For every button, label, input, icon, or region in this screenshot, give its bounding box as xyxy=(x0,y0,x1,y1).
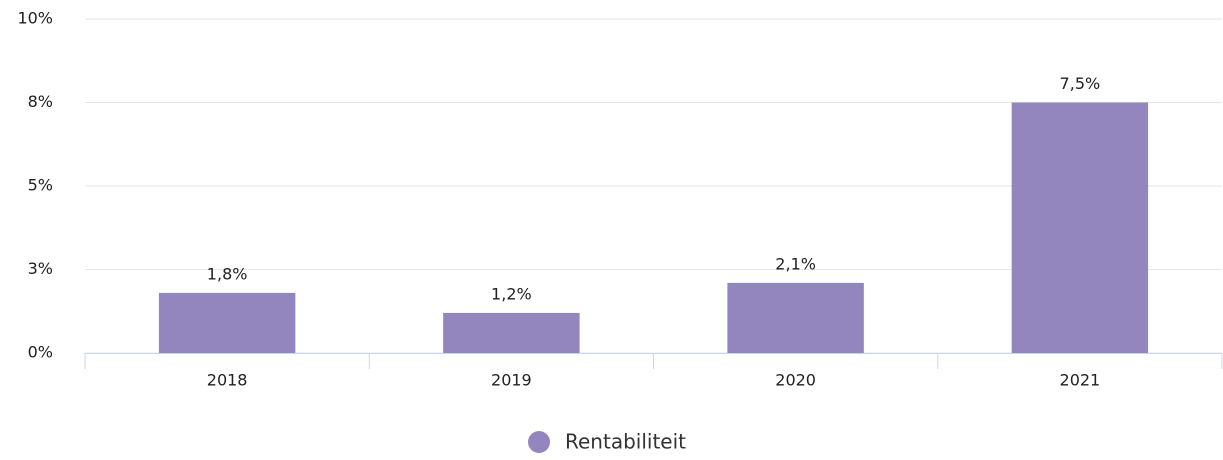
bar xyxy=(727,282,864,353)
x-tick-label: 2019 xyxy=(491,371,532,390)
bar xyxy=(158,292,296,353)
bar xyxy=(443,312,580,353)
x-tick-label: 2018 xyxy=(207,371,248,390)
data-label: 1,2% xyxy=(491,284,532,303)
bar xyxy=(1011,102,1149,353)
legend-label: Rentabiliteit xyxy=(565,430,686,454)
y-tick-label: 10% xyxy=(17,9,53,28)
x-tick-label: 2021 xyxy=(1060,371,1101,390)
x-tick-label: 2020 xyxy=(775,371,816,390)
y-tick-label: 0% xyxy=(28,343,53,362)
data-label: 1,8% xyxy=(207,264,248,283)
y-tick-label: 3% xyxy=(28,259,53,278)
data-label: 2,1% xyxy=(775,254,816,273)
data-label: 7,5% xyxy=(1060,74,1101,93)
legend-marker xyxy=(528,431,550,453)
y-tick-label: 5% xyxy=(28,176,53,195)
y-tick-label: 8% xyxy=(28,92,53,111)
